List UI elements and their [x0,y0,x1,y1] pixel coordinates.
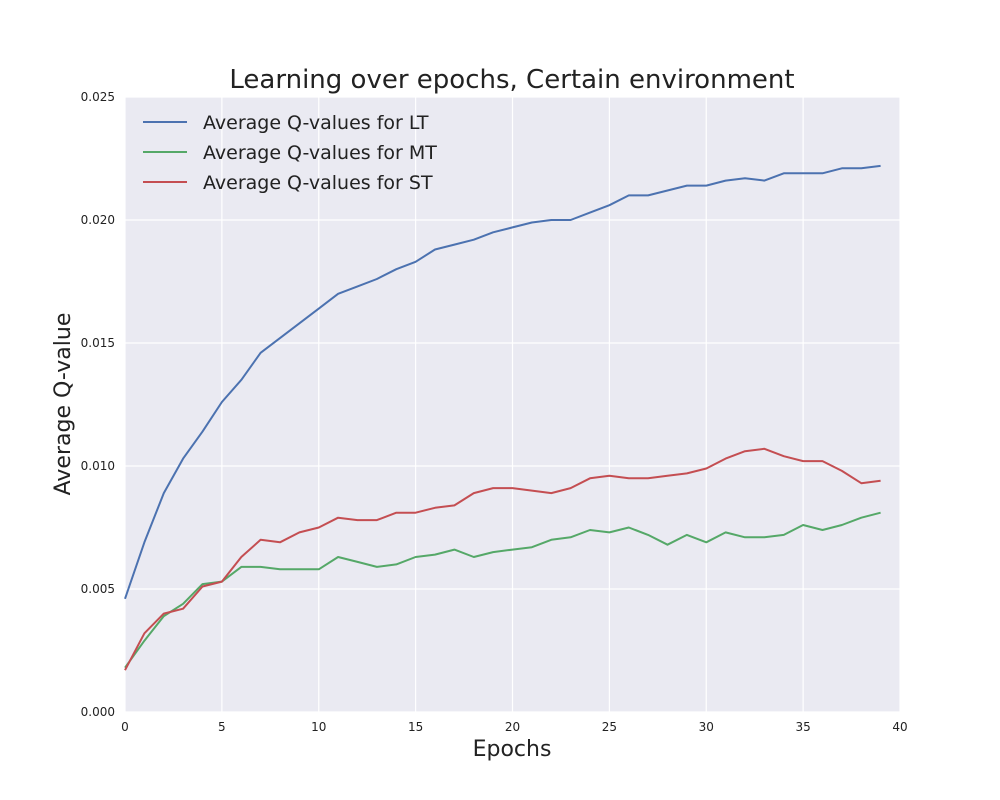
y-axis-label: Average Q-value [51,313,76,496]
x-tick-label: 30 [699,720,714,734]
x-tick-label: 5 [218,720,226,734]
y-tick-label: 0.015 [81,336,115,350]
y-tick-label: 0.000 [81,705,115,719]
series-group [124,164,881,671]
legend-label: Average Q-values for MT [203,142,437,164]
x-tick-label: 10 [311,720,326,734]
legend-label: Average Q-values for LT [203,112,429,134]
x-tick-label: 35 [795,720,810,734]
x-tick-label: 20 [505,720,520,734]
grid-lines [124,96,901,713]
series-line-2 [124,511,881,669]
legend: Average Q-values for LT Average Q-values … [143,112,437,194]
y-tick-label: 0.020 [81,213,115,227]
y-tick-labels: 0.000 0.005 0.010 0.015 0.020 0.025 [81,90,115,719]
x-tick-labels: 0 5 10 15 20 25 30 35 40 [121,720,907,734]
y-tick-label: 0.005 [81,582,115,596]
series-line-3 [124,447,881,671]
x-tick-label: 25 [602,720,617,734]
series-line-1 [124,164,881,600]
y-tick-label: 0.025 [81,90,115,104]
legend-label: Average Q-values for ST [203,172,433,194]
chart-title: Learning over epochs, Certain environmen… [229,65,794,95]
x-tick-label: 0 [121,720,129,734]
x-tick-label: 40 [892,720,907,734]
x-axis-label: Epochs [473,737,552,762]
x-tick-label: 15 [408,720,423,734]
y-tick-label: 0.010 [81,459,115,473]
